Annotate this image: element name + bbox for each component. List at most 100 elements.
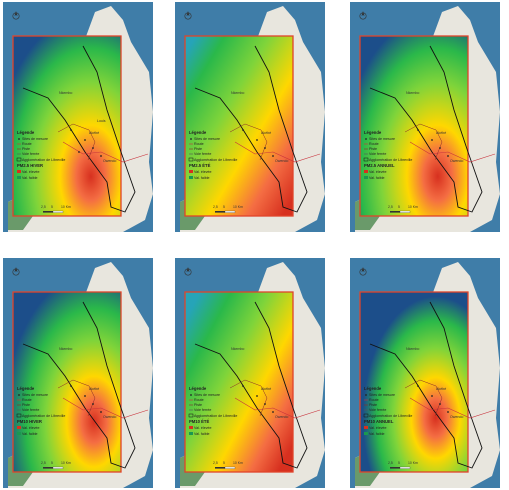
svg-text:5: 5 [398, 205, 400, 209]
agglomeration-boundary [194, 301, 308, 469]
svg-text:5: 5 [51, 461, 53, 465]
map-4: Nkembo Akébé Owendo Légende Sites de mes… [3, 258, 153, 488]
svg-text:5: 5 [398, 461, 400, 465]
svg-text:Piste: Piste [22, 403, 30, 407]
map-panel-1: Nkembo Akébé Owendo Louis Légende Sites … [3, 2, 153, 232]
place-label: Owendo [275, 415, 288, 419]
legend-layer: PM2.5 HIVER [17, 163, 43, 168]
place-label: Louis [97, 119, 106, 123]
svg-text:5: 5 [223, 205, 225, 209]
agglomeration-boundary [22, 301, 136, 469]
legend-item2: Route [22, 142, 32, 146]
map-panel-6: Nkembo Akébé Owendo Légende Sites de mes… [350, 258, 500, 488]
place-label: Owendo [450, 415, 463, 419]
legend: Légende Sites de mesure Route Piste Voie… [363, 130, 412, 180]
scale-bar: 2,5 5 10 Km [388, 205, 418, 213]
road [234, 397, 321, 419]
station-marker [272, 155, 274, 157]
map-5: Nkembo Akébé Owendo Légende Sites de mes… [175, 258, 325, 488]
svg-text:Sites de mesure: Sites de mesure [369, 393, 395, 397]
agglomeration-boundary [369, 45, 483, 213]
svg-text:Route: Route [22, 398, 32, 402]
place-label: Owendo [450, 159, 463, 163]
scale-bar: 2,5 5 10 Km [41, 205, 71, 213]
svg-text:Voie ferrée: Voie ferrée [369, 408, 386, 412]
svg-text:Sites de mesure: Sites de mesure [194, 393, 220, 397]
station-marker [70, 129, 72, 131]
svg-text:PM2.5 ANNUEL: PM2.5 ANNUEL [364, 163, 395, 168]
place-label: Nkembo [59, 91, 72, 95]
svg-text:Route: Route [194, 398, 204, 402]
svg-text:Voie ferrée: Voie ferrée [369, 152, 386, 156]
svg-text:Agglomération de Libreville: Agglomération de Libreville [194, 158, 237, 162]
legend: Légende Sites de mesure Route Piste Voie… [188, 386, 237, 436]
station-marker [78, 151, 80, 153]
scale-bar: 2,5 5 10 Km [213, 205, 243, 213]
station-marker [431, 139, 433, 141]
svg-text:5: 5 [223, 461, 225, 465]
place-label: Nkembo [406, 347, 419, 351]
agglomeration-boundary [22, 45, 136, 213]
svg-text:Voie ferrée: Voie ferrée [22, 408, 39, 412]
svg-text:10 Km: 10 Km [408, 461, 418, 465]
map-3: Nkembo Akébé Owendo Légende Sites de mes… [350, 2, 500, 232]
svg-text:2,5: 2,5 [388, 205, 393, 209]
north-arrow [12, 267, 20, 276]
svg-text:Agglomération de Libreville: Agglomération de Libreville [369, 414, 412, 418]
legend: Légende Sites de mesure Route Piste Voie… [16, 386, 65, 436]
svg-text:Légende: Légende [17, 386, 35, 391]
station-marker [242, 385, 244, 387]
place-label: Nkembo [406, 91, 419, 95]
legend-item3: Piste [22, 147, 30, 151]
svg-text:Agglomération de Libreville: Agglomération de Libreville [22, 414, 65, 418]
station-marker [417, 129, 419, 131]
station-marker [447, 155, 449, 157]
interpolation-surface [184, 35, 294, 217]
map-panel-4: Nkembo Akébé Owendo Légende Sites de mes… [3, 258, 153, 488]
road [409, 397, 496, 419]
place-label: Owendo [103, 415, 116, 419]
svg-text:2,5: 2,5 [41, 205, 46, 209]
map-panel-2: Nkembo Akébé Owendo Légende Sites de mes… [175, 2, 325, 232]
station-marker [84, 139, 86, 141]
place-label: Akébé [89, 131, 99, 135]
legend-station: Sites de mesure [22, 137, 48, 141]
map-1: Nkembo Akébé Owendo Louis Légende Sites … [3, 2, 153, 232]
station-marker [417, 385, 419, 387]
svg-text:2,5: 2,5 [41, 461, 46, 465]
station-marker [431, 395, 433, 397]
svg-text:Légende: Légende [189, 386, 207, 391]
svg-text:Piste: Piste [194, 147, 202, 151]
interpolation-surface [12, 35, 122, 217]
svg-text:Route: Route [369, 142, 379, 146]
scale-bar: 2,5 5 10 Km [388, 461, 418, 469]
svg-text:10 Km: 10 Km [233, 461, 243, 465]
interpolation-surface [359, 35, 469, 217]
svg-text:Val. faible: Val. faible [369, 432, 385, 436]
svg-text:Agglomération de Libreville: Agglomération de Libreville [194, 414, 237, 418]
agglomeration-boundary [369, 301, 483, 469]
north-arrow [12, 11, 20, 20]
agglomeration-boundary [194, 45, 308, 213]
svg-text:Val. faible: Val. faible [22, 432, 38, 436]
svg-text:2,5: 2,5 [388, 461, 393, 465]
north-arrow [359, 11, 367, 20]
svg-text:Val. faible: Val. faible [369, 176, 385, 180]
place-label: Owendo [103, 159, 116, 163]
legend-low: Val. faible [22, 176, 38, 180]
station-marker [84, 395, 86, 397]
svg-text:Sites de mesure: Sites de mesure [22, 393, 48, 397]
svg-text:Piste: Piste [369, 147, 377, 151]
svg-text:10 Km: 10 Km [61, 205, 71, 209]
place-label: Nkembo [231, 91, 244, 95]
svg-text:Agglomération de Libreville: Agglomération de Libreville [369, 158, 412, 162]
svg-text:Légende: Légende [189, 130, 207, 135]
svg-text:2,5: 2,5 [213, 461, 218, 465]
svg-text:Val. élevée: Val. élevée [369, 426, 387, 430]
place-label: Akébé [261, 131, 271, 135]
station-marker [100, 155, 102, 157]
interpolation-surface [184, 291, 294, 473]
svg-text:10 Km: 10 Km [408, 205, 418, 209]
svg-text:Route: Route [194, 142, 204, 146]
station-marker [439, 147, 441, 149]
